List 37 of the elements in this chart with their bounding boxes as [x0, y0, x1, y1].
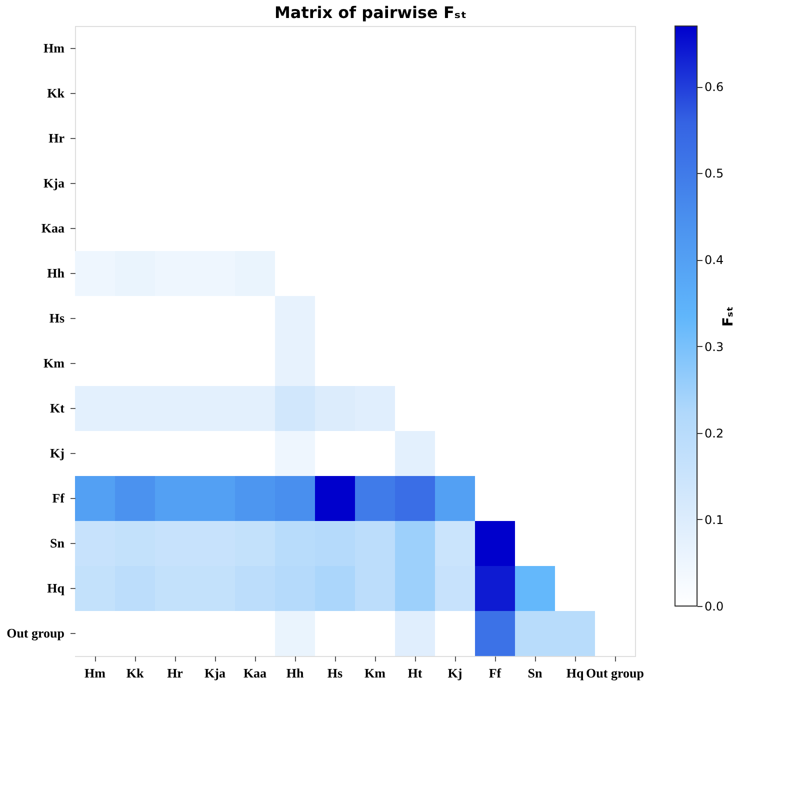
y-tick-label: Kk	[47, 86, 66, 100]
y-tick-label: Hq	[47, 580, 66, 596]
y-tick-label: Sn	[50, 536, 66, 550]
x-tick-label: Hm	[84, 666, 106, 680]
color-bar-label: 0.5	[704, 166, 724, 181]
y-tick-label: Kja	[44, 176, 65, 190]
x-tick-label: Hs	[327, 666, 343, 680]
x-tick-label: Hh	[286, 666, 304, 680]
color-bar-label: 0.6	[704, 80, 724, 94]
color-bar-label: 0.4	[704, 253, 724, 268]
x-tick-label: Out group	[586, 666, 644, 680]
y-tick-label: Kj	[50, 446, 64, 460]
y-tick-label: Hh	[47, 266, 66, 280]
y-tick-label: Hr	[48, 130, 65, 146]
y-tick-label: Km	[44, 356, 65, 370]
x-tick-label: Ff	[488, 666, 502, 680]
color-bar-label: 0.3	[704, 340, 724, 354]
color-bar-label: 0.2	[704, 426, 724, 440]
color-bar-label: 0.1	[704, 512, 724, 527]
y-tick-label: Out group	[6, 626, 64, 640]
y-tick-label: Hm	[44, 40, 65, 56]
chart-title: Matrix of pairwise Fₛₜ	[274, 3, 467, 22]
x-tick-label: Kj	[448, 666, 462, 680]
x-tick-label: Kaa	[243, 666, 268, 680]
y-tick-label: Kaa	[41, 220, 65, 236]
y-tick-label: Ff	[52, 490, 66, 506]
y-tick-label: Kt	[50, 400, 66, 416]
x-tick-label: Kja	[204, 666, 226, 680]
x-tick-label: Hq	[566, 666, 584, 680]
x-tick-label: Kk	[126, 666, 144, 680]
x-tick-label: Ht	[408, 666, 423, 680]
x-tick-label: Hr	[167, 666, 184, 680]
color-bar-title: Fₛₜ	[720, 306, 737, 327]
color-bar-label: 0.0	[704, 600, 724, 614]
x-tick-label: Km	[364, 666, 386, 680]
y-tick-label: Hs	[49, 310, 64, 326]
x-tick-label: Sn	[528, 666, 543, 680]
